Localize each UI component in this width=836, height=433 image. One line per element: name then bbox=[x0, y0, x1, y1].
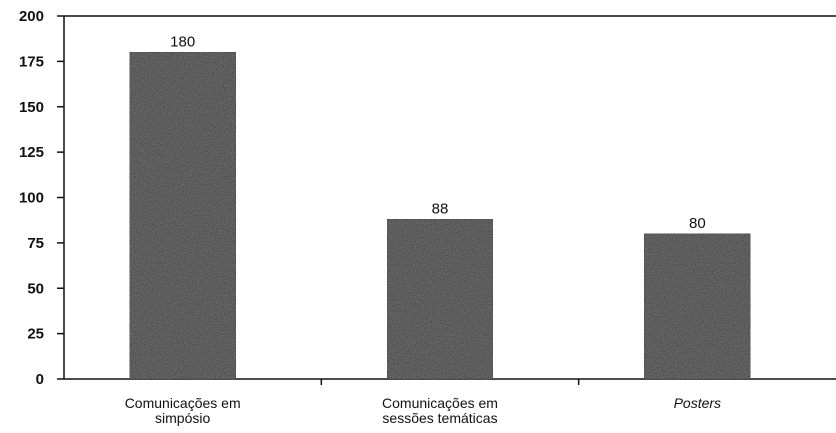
category-label: Posters bbox=[674, 395, 721, 411]
data-label: 80 bbox=[689, 215, 706, 232]
y-tick-label: 150 bbox=[19, 99, 44, 116]
y-tick-label: 100 bbox=[19, 190, 44, 207]
data-label: 88 bbox=[432, 200, 449, 217]
y-tick-label: 200 bbox=[19, 8, 44, 25]
y-tick-label: 175 bbox=[19, 53, 44, 70]
y-axis: 0 25 50 75 100 125 150 175 200 bbox=[19, 8, 65, 388]
data-labels: 180 88 80 bbox=[170, 33, 706, 232]
y-tick-label: 125 bbox=[19, 144, 44, 161]
category-labels: Comunicações em simpósio Comunicações em se… bbox=[125, 395, 721, 426]
bar bbox=[128, 51, 237, 380]
data-label: 180 bbox=[170, 33, 195, 50]
bar bbox=[386, 218, 494, 380]
x-axis bbox=[64, 378, 836, 385]
bar bbox=[643, 233, 752, 380]
y-tick-label: 25 bbox=[27, 326, 44, 343]
bars bbox=[128, 51, 752, 380]
y-tick-label: 0 bbox=[36, 371, 44, 388]
y-tick-label: 50 bbox=[27, 280, 44, 297]
y-tick-label: 75 bbox=[27, 235, 44, 252]
category-label: Comunicações em sessões temáticas bbox=[382, 395, 498, 426]
category-label: Comunicações em simpósio bbox=[125, 395, 241, 426]
